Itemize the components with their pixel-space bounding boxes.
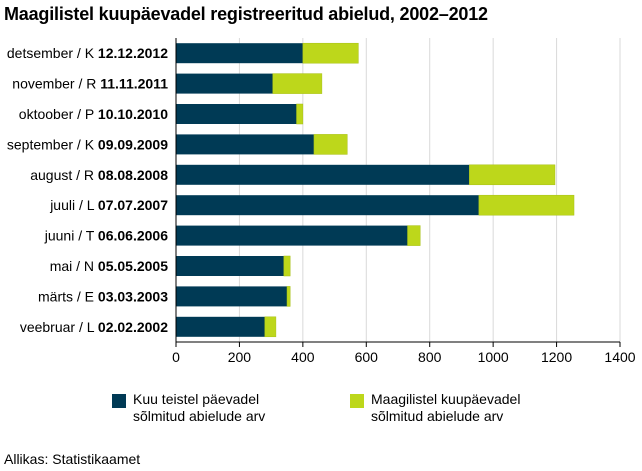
category-label-month: august / R <box>30 167 98 183</box>
bar-base <box>176 286 287 307</box>
category-label: veebruar / L 02.02.2002 <box>20 319 168 335</box>
bar-base <box>176 73 273 94</box>
category-label-date: 11.11.2011 <box>100 76 168 92</box>
bar-magic <box>313 134 348 155</box>
legend-label-magic: Maagilistel kuupäevadel sõlmitud abielud… <box>371 391 520 425</box>
bar-magic <box>469 164 556 186</box>
x-tick-label: 1200 <box>541 349 572 365</box>
x-tick-label: 800 <box>418 349 442 365</box>
category-label: märts / E 03.03.2003 <box>38 288 168 304</box>
category-label: oktoober / P 10.10.2010 <box>19 106 168 122</box>
category-label: november / R 11.11.2011 <box>12 76 168 92</box>
source-note: Allikas: Statistikaamet <box>4 451 141 467</box>
category-label-month: oktoober / P <box>19 106 98 122</box>
legend-swatch-base <box>112 394 126 408</box>
legend-swatch-magic <box>350 394 364 408</box>
chart-title: Maagilistel kuupäevadel registreeritud a… <box>4 4 488 24</box>
bar-base <box>176 104 297 124</box>
x-tick-label: 0 <box>172 349 180 365</box>
bar-magic <box>286 286 291 307</box>
x-tick-label: 400 <box>291 349 315 365</box>
category-label-month: detsember / K <box>7 45 98 61</box>
category-label-month: juuni / T <box>44 228 98 244</box>
bar-magic <box>302 42 359 64</box>
x-axis: 0 200 400 600 800 1000 1200 1400 <box>172 38 636 365</box>
bar-base <box>176 256 284 276</box>
x-tick-label: 200 <box>228 349 252 365</box>
x-tick-label: 1000 <box>478 349 509 365</box>
bar-base <box>176 225 408 246</box>
category-label: juuli / L 07.07.2007 <box>49 197 168 213</box>
bar-magic <box>407 225 421 246</box>
category-label-month: märts / E <box>38 288 98 304</box>
bar-base <box>176 195 479 216</box>
legend-label-base: Kuu teistel päevadel sõlmitud abielude a… <box>133 391 265 425</box>
category-label: september / K 09.09.2009 <box>7 136 168 152</box>
category-label-date: 09.09.2009 <box>98 136 168 152</box>
category-labels: detsember / K 12.12.2012 november / R 11.… <box>7 45 168 335</box>
category-label-month: mai / N <box>50 258 98 274</box>
category-label-month: november / R <box>12 76 100 92</box>
bar-base <box>176 316 265 337</box>
category-label-date: 05.05.2005 <box>98 258 168 274</box>
category-label-date: 08.08.2008 <box>98 167 168 183</box>
bar-base <box>176 164 470 185</box>
category-label: juuni / T 06.06.2006 <box>44 228 168 244</box>
category-label-date: 12.12.2012 <box>98 45 168 61</box>
category-label-month: september / K <box>7 136 98 152</box>
bar-chart: 0 200 400 600 800 1000 1200 1400 detsember / K … <box>7 38 636 365</box>
bar-base <box>176 43 303 64</box>
bar-magic <box>478 194 575 216</box>
bars <box>176 42 575 338</box>
bar-magic <box>272 73 323 94</box>
legend-label-magic-line-2: sõlmitud abielude arv <box>371 408 504 424</box>
category-label: detsember / K 12.12.2012 <box>7 45 168 61</box>
legend-label-base-line-2: sõlmitud abielude arv <box>133 408 266 424</box>
bar-magic <box>264 316 277 338</box>
legend-label-base-line-1: Kuu teistel päevadel <box>133 391 260 407</box>
category-label-date: 06.06.2006 <box>98 228 168 244</box>
bar-base <box>176 134 314 155</box>
bar-magic <box>296 103 304 125</box>
category-label-month: juuli / L <box>49 197 98 213</box>
x-tick-label: 1400 <box>604 349 635 365</box>
category-label-date: 10.10.2010 <box>98 106 168 122</box>
category-label-date: 03.03.2003 <box>98 288 168 304</box>
category-label-date: 02.02.2002 <box>98 319 168 335</box>
bar-magic <box>283 255 291 277</box>
category-label: august / R 08.08.2008 <box>30 167 168 183</box>
legend-label-magic-line-1: Maagilistel kuupäevadel <box>371 391 521 407</box>
x-tick-label: 600 <box>355 349 379 365</box>
category-label: mai / N 05.05.2005 <box>50 258 169 274</box>
category-label-date: 07.07.2007 <box>98 197 168 213</box>
category-label-month: veebruar / L <box>20 319 98 335</box>
